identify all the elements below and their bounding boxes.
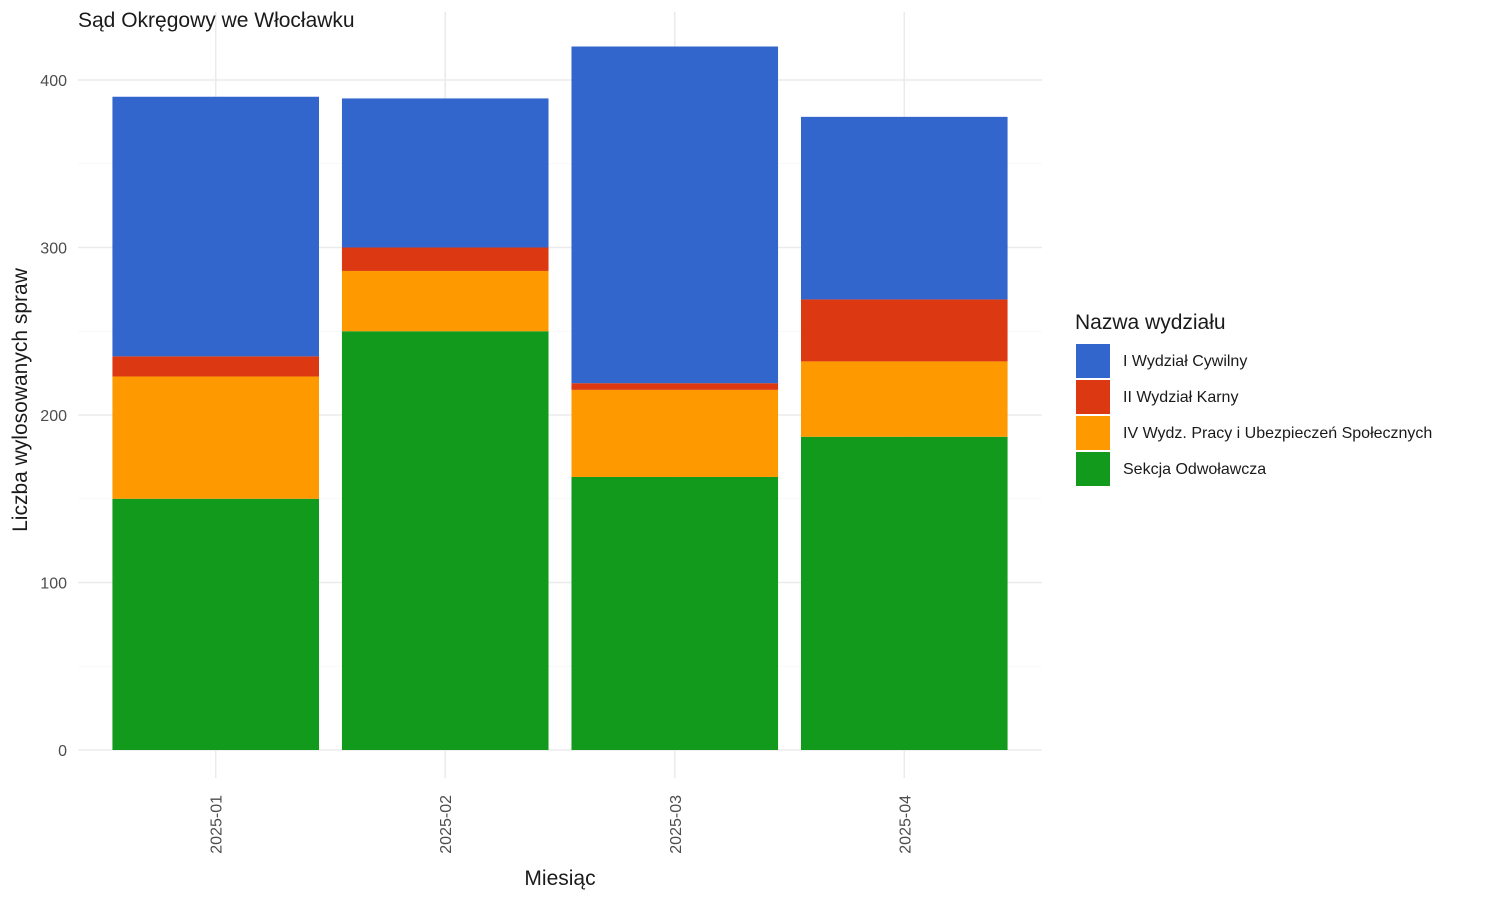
chart-title: Sąd Okręgowy we Włocławku <box>78 9 355 32</box>
bar-segment <box>112 96 319 357</box>
bar-segment <box>112 376 319 499</box>
x-tick-label: 2025-04 <box>897 795 914 854</box>
bar-segment <box>801 299 1008 362</box>
legend: Nazwa wydziału I Wydział Cywilny II Wydzi… <box>1075 311 1432 486</box>
bar-segment <box>571 389 779 477</box>
x-axis-title: Miesiąc <box>524 867 595 890</box>
y-tick-label: 100 <box>40 576 67 593</box>
bar-segment <box>571 46 779 384</box>
bar-segment <box>341 98 549 248</box>
legend-swatch <box>1076 380 1110 414</box>
bars <box>112 46 1008 750</box>
bar-segment <box>801 116 1008 300</box>
x-tick-label: 2025-03 <box>668 795 685 854</box>
bar-segment <box>801 436 1008 750</box>
bar-segment <box>801 361 1008 437</box>
bar-segment <box>341 331 549 750</box>
y-tick-label: 400 <box>40 73 67 90</box>
y-tick-label: 200 <box>40 408 67 425</box>
legend-label: Sekcja Odwoławcza <box>1123 461 1266 478</box>
legend-label: IV Wydz. Pracy i Ubezpieczeń Społecznych <box>1123 425 1432 442</box>
x-tick-label: 2025-02 <box>438 795 455 854</box>
legend-swatch <box>1076 344 1110 378</box>
y-axis-ticks: 0 100 200 300 400 <box>40 73 67 760</box>
bar-segment <box>112 356 319 377</box>
x-axis-ticks: 2025-01 2025-02 2025-03 2025-04 <box>209 795 915 854</box>
legend-label: I Wydział Cywilny <box>1123 353 1247 370</box>
y-axis-title: Liczba wylosowanych spraw <box>9 267 32 532</box>
x-tick-label: 2025-01 <box>209 795 226 854</box>
bar-segment <box>571 383 779 390</box>
legend-swatch <box>1076 452 1110 486</box>
bar-segment <box>341 247 549 271</box>
y-tick-label: 300 <box>40 241 67 258</box>
bar-segment <box>112 498 319 750</box>
bar-segment <box>341 270 549 332</box>
legend-label: II Wydział Karny <box>1123 389 1238 406</box>
legend-title: Nazwa wydziału <box>1075 311 1226 334</box>
legend-items: I Wydział Cywilny II Wydział Karny IV Wydz… <box>1076 344 1432 486</box>
y-tick-label: 0 <box>58 743 67 760</box>
legend-swatch <box>1076 416 1110 450</box>
bar-segment <box>571 476 779 750</box>
